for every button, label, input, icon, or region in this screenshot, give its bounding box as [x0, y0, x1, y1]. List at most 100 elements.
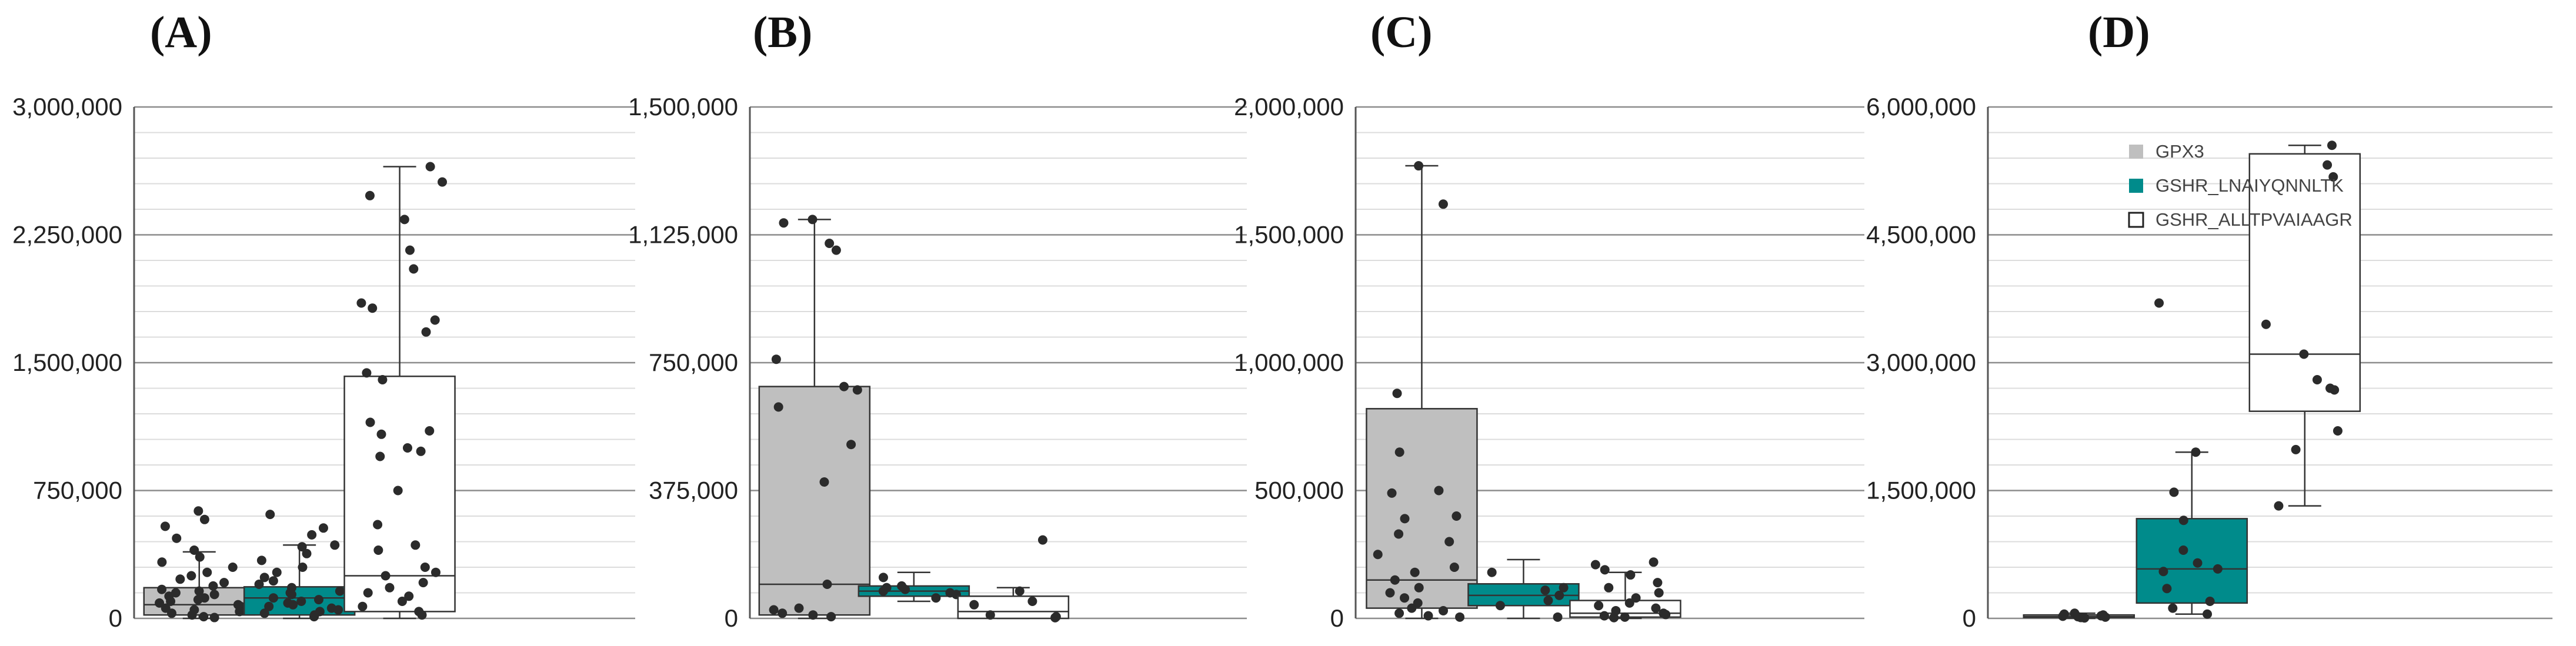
data-point	[411, 540, 421, 550]
box-body	[2248, 153, 2361, 412]
data-point	[172, 533, 182, 543]
y-tick-label: 3,000,000	[12, 93, 122, 121]
y-tick-label: 750,000	[33, 477, 122, 504]
data-point	[385, 583, 395, 593]
data-point	[335, 586, 345, 596]
panel-label: (A)	[150, 8, 212, 57]
data-point	[219, 578, 229, 588]
data-point	[155, 598, 165, 608]
data-point	[318, 523, 328, 533]
data-point	[819, 477, 829, 487]
panel-2: (B) 0 375,000 750,000 1,125,000 1,500,000	[628, 8, 1247, 632]
data-point	[228, 563, 238, 572]
data-point	[330, 540, 340, 550]
panel-label: (B)	[753, 8, 812, 57]
data-point	[2299, 349, 2309, 359]
data-point	[1392, 389, 1402, 399]
data-point	[1373, 550, 1383, 560]
data-point	[771, 354, 781, 364]
data-point	[2327, 140, 2337, 150]
data-point	[1590, 560, 1600, 570]
box-GSHR_LNAIYQNNLTK	[2135, 298, 2248, 619]
y-tick-label: 0	[1963, 604, 1976, 632]
box-body	[2135, 518, 2248, 604]
y-tick-label: 0	[725, 604, 738, 632]
data-point	[167, 608, 177, 618]
data-point	[373, 545, 383, 555]
data-point	[807, 215, 817, 225]
data-point	[265, 510, 275, 520]
legend-label: GSHR_LNAIYQNNLTK	[2155, 175, 2344, 196]
data-point	[1015, 586, 1025, 596]
data-point	[397, 597, 407, 606]
y-tick-label: 6,000,000	[1866, 93, 1976, 121]
data-point	[1434, 486, 1444, 496]
data-point	[2169, 487, 2179, 497]
y-tick-label: 3,000,000	[1866, 349, 1976, 376]
data-point	[831, 245, 841, 255]
data-point	[878, 586, 888, 596]
legend-label: GPX3	[2155, 141, 2204, 162]
data-point	[209, 590, 219, 600]
data-point	[235, 607, 245, 617]
data-point	[256, 555, 266, 565]
data-point	[393, 486, 403, 496]
data-point	[194, 586, 204, 596]
box-body	[1366, 408, 1478, 609]
data-point	[189, 545, 199, 555]
data-point	[1050, 612, 1060, 622]
data-point	[822, 580, 832, 589]
data-point	[2274, 501, 2284, 511]
data-point	[1037, 535, 1047, 545]
data-point	[166, 597, 176, 606]
data-point	[1438, 199, 1448, 209]
data-point	[769, 605, 779, 615]
data-point	[839, 381, 849, 391]
box-GPX3	[2023, 608, 2135, 623]
data-point	[779, 218, 789, 228]
panel-label: (D)	[2088, 8, 2150, 57]
data-point	[1651, 603, 1661, 613]
box-GSHR_ALLTPVAIAAGR	[2248, 140, 2361, 511]
data-point	[1390, 575, 1400, 585]
data-point	[286, 590, 296, 600]
data-point	[425, 426, 435, 436]
data-point	[1407, 603, 1417, 613]
data-point	[2193, 558, 2203, 568]
data-point	[1487, 567, 1497, 577]
y-tick-label: 2,250,000	[12, 221, 122, 249]
data-point	[356, 298, 366, 308]
data-point	[1553, 612, 1563, 622]
data-point	[1400, 514, 1410, 524]
data-point	[2178, 545, 2188, 555]
data-point	[773, 402, 783, 412]
data-point	[826, 612, 836, 622]
data-point	[1649, 557, 1659, 567]
panel-4: (D) 0 1,500,000 3,000,000 4,500,000 6,000,000…	[1866, 8, 2552, 632]
data-point	[202, 567, 212, 577]
data-point	[268, 593, 278, 603]
data-point	[416, 446, 426, 456]
data-point	[296, 597, 306, 606]
data-point	[417, 610, 427, 620]
data-point	[399, 215, 409, 225]
data-point	[373, 520, 383, 530]
data-point	[259, 608, 269, 618]
data-point	[1495, 601, 1505, 611]
data-point	[2312, 375, 2322, 384]
data-point	[1594, 601, 1604, 611]
data-point	[313, 595, 323, 605]
box-GPX3	[143, 506, 256, 622]
data-point	[272, 567, 282, 577]
data-point	[307, 530, 317, 540]
data-point	[309, 612, 319, 622]
data-point	[378, 375, 388, 384]
data-point	[2100, 612, 2110, 622]
box-GSHR_ALLTPVAIAAGR	[1569, 557, 1681, 622]
data-point	[1600, 565, 1610, 575]
data-point	[1394, 529, 1404, 539]
data-point	[1387, 488, 1397, 498]
data-point	[297, 542, 307, 552]
data-point	[2328, 172, 2338, 182]
data-point	[1599, 611, 1609, 621]
